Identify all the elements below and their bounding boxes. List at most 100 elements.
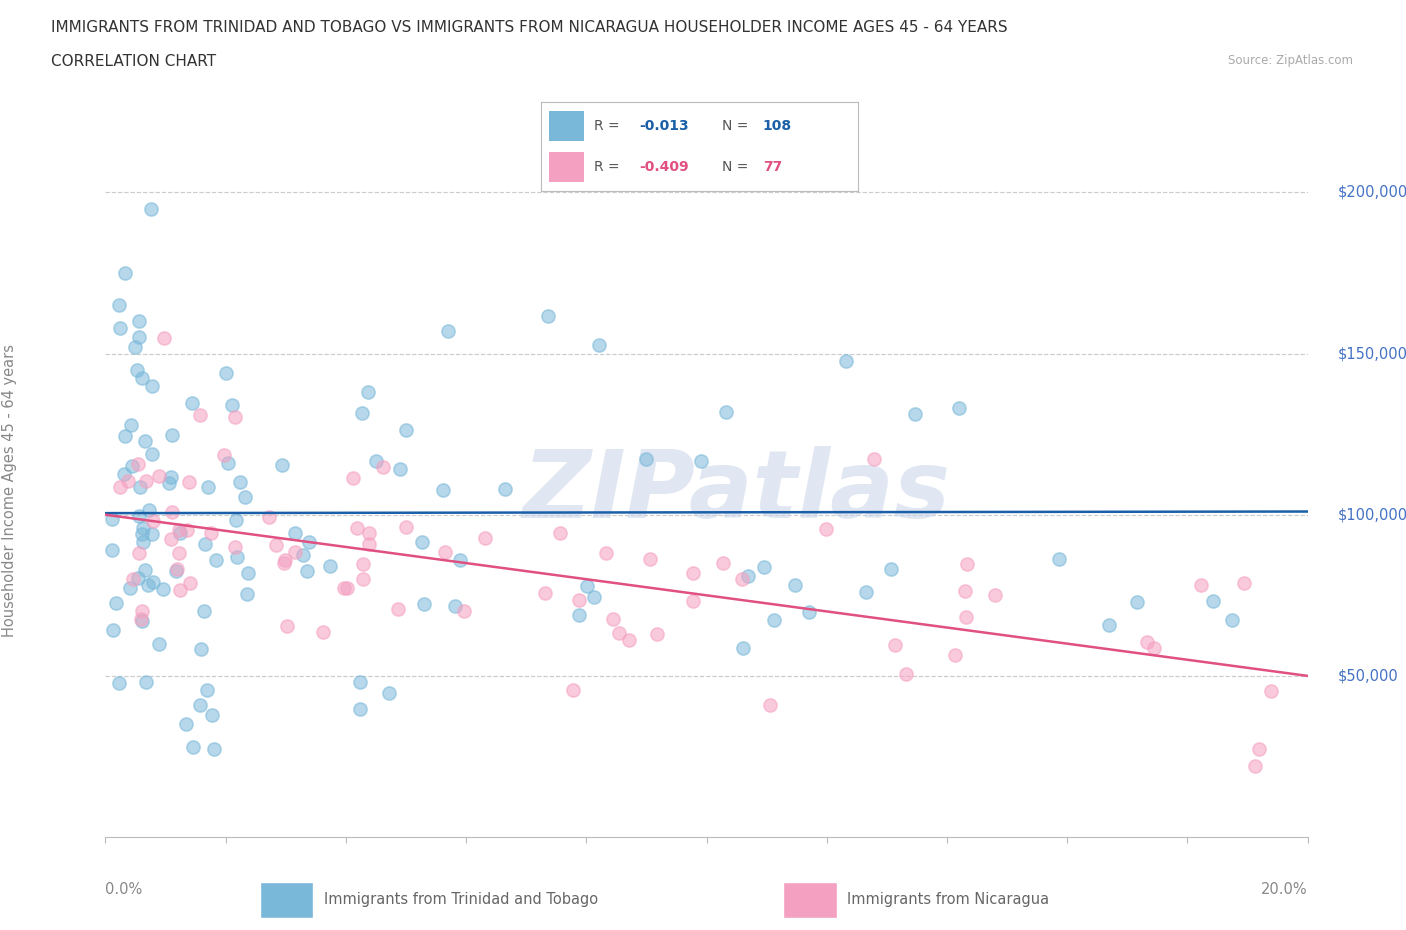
Point: [108, 321, 131, 336]
Text: N =: N =: [721, 119, 748, 133]
Text: Immigrants from Nicaragua: Immigrants from Nicaragua: [848, 892, 1049, 908]
Point: [121, 458, 143, 473]
Point: [609, 625, 631, 640]
Text: CORRELATION CHART: CORRELATION CHART: [51, 54, 215, 69]
Point: [948, 401, 970, 416]
Point: [682, 593, 704, 608]
Point: [387, 602, 409, 617]
Point: [134, 563, 156, 578]
Point: [894, 666, 917, 681]
Point: [108, 298, 131, 312]
Point: [271, 458, 294, 472]
Point: [1233, 575, 1256, 590]
Point: [373, 459, 395, 474]
Point: [194, 537, 217, 551]
Point: [588, 338, 610, 352]
Point: [647, 627, 669, 642]
Point: [953, 583, 976, 598]
Point: [136, 578, 159, 592]
Point: [221, 397, 243, 412]
Text: -0.013: -0.013: [640, 119, 689, 133]
Point: [233, 489, 256, 504]
Point: [714, 405, 737, 419]
Point: [835, 353, 858, 368]
Point: [104, 596, 127, 611]
Point: [131, 613, 153, 628]
Point: [169, 582, 191, 597]
Point: [411, 535, 433, 550]
Point: [128, 546, 150, 561]
Point: [132, 521, 155, 536]
Point: [413, 597, 436, 612]
Point: [174, 717, 197, 732]
Point: [167, 546, 190, 561]
Point: [311, 624, 333, 639]
Point: [181, 396, 204, 411]
Point: [359, 525, 381, 540]
Point: [737, 569, 759, 584]
Point: [1220, 613, 1243, 628]
Point: [943, 648, 966, 663]
Point: [797, 604, 820, 619]
Point: [224, 539, 246, 554]
Point: [395, 520, 418, 535]
Point: [125, 363, 148, 378]
Point: [1098, 618, 1121, 632]
Point: [142, 513, 165, 528]
Bar: [550, 152, 583, 182]
Point: [160, 532, 183, 547]
Point: [152, 582, 174, 597]
Point: [176, 522, 198, 537]
Text: Immigrants from Trinidad and Tobago: Immigrants from Trinidad and Tobago: [323, 892, 598, 908]
Point: [1126, 594, 1149, 609]
Point: [297, 564, 319, 578]
Bar: [260, 882, 314, 918]
Point: [752, 560, 775, 575]
Point: [762, 612, 785, 627]
Point: [494, 482, 516, 497]
Point: [357, 384, 380, 399]
Point: [229, 474, 252, 489]
Text: 108: 108: [762, 119, 792, 133]
Point: [395, 422, 418, 437]
Text: R =: R =: [593, 119, 619, 133]
Point: [101, 512, 124, 527]
Point: [336, 580, 359, 595]
Point: [956, 556, 979, 571]
Point: [432, 482, 454, 497]
Point: [561, 683, 583, 698]
Point: [128, 570, 150, 585]
Point: [148, 469, 170, 484]
Point: [378, 685, 401, 700]
Point: [759, 698, 782, 712]
Point: [128, 330, 150, 345]
Point: [274, 552, 297, 567]
Point: [548, 525, 571, 540]
Point: [783, 578, 806, 592]
Text: -0.409: -0.409: [640, 160, 689, 174]
Bar: [783, 882, 837, 918]
Point: [177, 475, 200, 490]
Point: [689, 453, 711, 468]
Point: [141, 446, 163, 461]
Point: [332, 581, 354, 596]
Point: [443, 599, 465, 614]
Point: [711, 555, 734, 570]
Point: [617, 633, 640, 648]
Point: [101, 622, 124, 637]
Point: [634, 451, 657, 466]
Point: [225, 513, 247, 528]
Point: [114, 429, 136, 444]
Point: [264, 538, 287, 552]
Point: [733, 641, 755, 656]
Point: [904, 406, 927, 421]
Point: [120, 418, 142, 432]
Point: [568, 607, 591, 622]
Point: [474, 531, 496, 546]
Point: [273, 556, 295, 571]
Point: [1135, 634, 1157, 649]
Text: R =: R =: [593, 160, 619, 174]
Point: [1202, 594, 1225, 609]
Point: [200, 525, 222, 540]
Point: [582, 589, 605, 604]
